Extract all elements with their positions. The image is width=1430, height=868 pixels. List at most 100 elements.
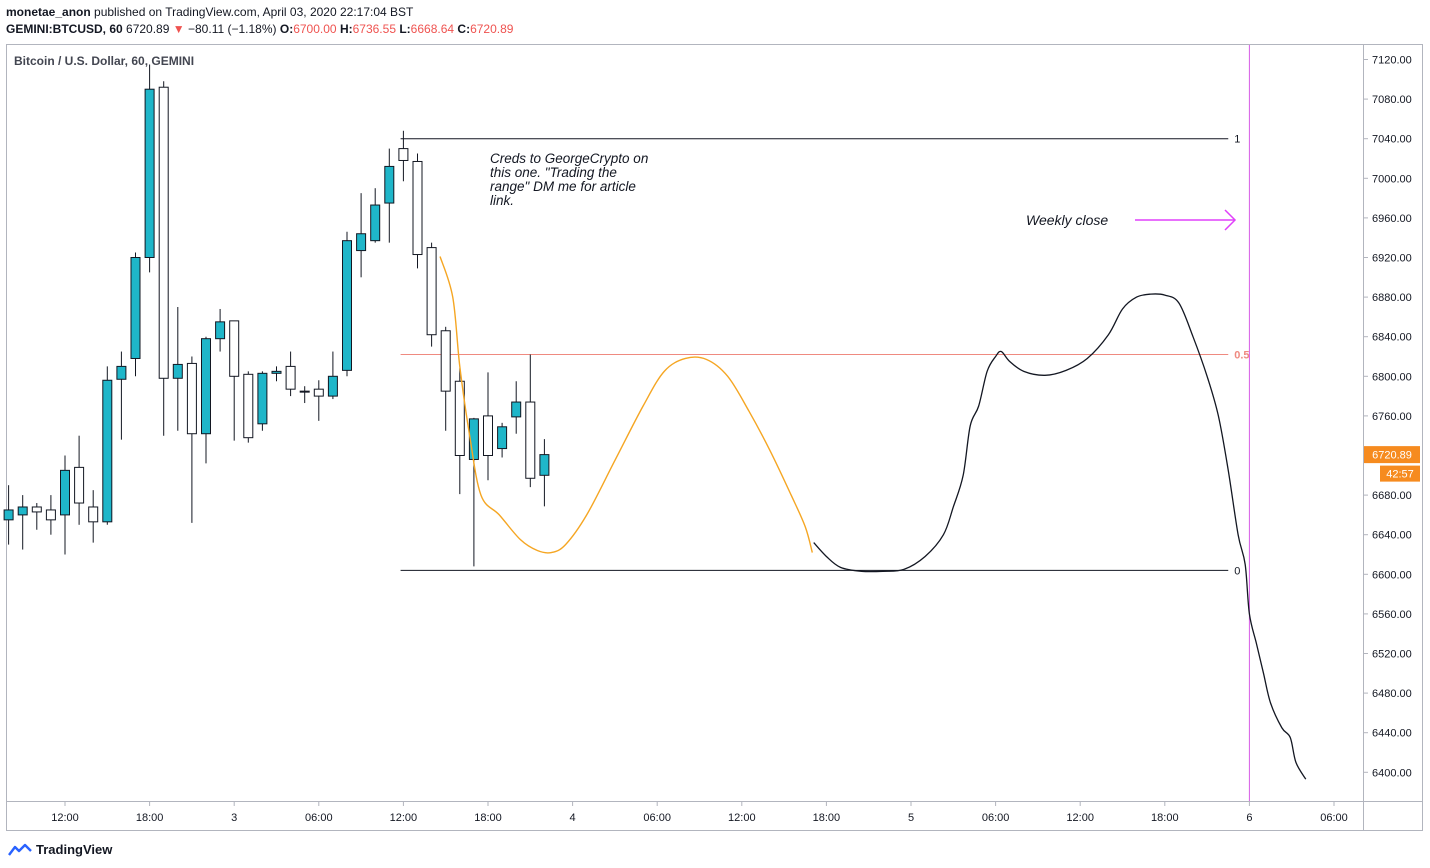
candle[interactable] [243, 371, 254, 443]
x-tick-label: 12:00 [51, 812, 79, 824]
candle-body [186, 362, 197, 435]
time-axis[interactable]: 12:00 18:00 3 06:00 12:00 18:00 4 06:00 12:00 18:… [51, 801, 1348, 824]
candle[interactable] [483, 372, 493, 481]
black-projection-path[interactable] [813, 293, 1307, 780]
candle[interactable] [299, 386, 310, 404]
candle[interactable] [88, 490, 99, 543]
fib-retracement[interactable]: 10.50 [400, 134, 1250, 578]
y-tick-label: 7120.00 [1372, 55, 1412, 67]
candle-body [130, 257, 141, 359]
fib-level-label: 0.5 [1234, 350, 1249, 362]
weekly-close-arrow[interactable] [1135, 209, 1237, 231]
tradingview-logo-icon [8, 843, 32, 856]
candle-body [342, 240, 352, 371]
candle[interactable] [370, 188, 381, 243]
candle-body [158, 86, 169, 379]
candle[interactable] [313, 380, 324, 421]
creds-line-3: range" DM me for article [490, 179, 636, 194]
y-tick-label: 6600.00 [1372, 569, 1412, 581]
candle[interactable] [539, 439, 550, 507]
x-tick-label: 4 [570, 812, 576, 824]
y-tick-label: 6960.00 [1372, 213, 1412, 225]
candle[interactable] [271, 366, 282, 382]
x-tick-label: 12:00 [390, 812, 418, 824]
candle[interactable] [356, 193, 367, 278]
x-tick-label: 5 [908, 812, 914, 824]
candle[interactable] [497, 422, 508, 458]
down-arrow-icon: ▼ [172, 22, 185, 36]
high-value: 6736.55 [352, 22, 396, 36]
candle[interactable] [31, 503, 42, 530]
candle[interactable] [17, 495, 28, 550]
price-axis[interactable]: 7120.00 7080.00 7040.00 7000.00 6960.00 6920.… [1363, 55, 1412, 780]
candle[interactable] [285, 351, 296, 397]
candle-body [3, 509, 14, 521]
y-tick-label: 6640.00 [1372, 530, 1412, 542]
candle[interactable] [201, 336, 211, 464]
candle[interactable] [144, 64, 155, 273]
candle[interactable] [412, 153, 423, 269]
author-name[interactable]: monetae_anon [6, 5, 91, 19]
candle-body [31, 506, 42, 513]
open-label: O: [279, 22, 294, 36]
candle[interactable] [74, 435, 85, 525]
candle[interactable] [257, 371, 268, 431]
candle[interactable] [229, 320, 240, 441]
candle-body [45, 509, 56, 521]
candle-body [356, 233, 367, 252]
x-tick-label: 3 [231, 812, 237, 824]
candle[interactable] [60, 455, 70, 555]
fib-level-label: 1 [1234, 134, 1240, 146]
y-tick-label: 6400.00 [1372, 767, 1412, 779]
candle-body [525, 401, 536, 479]
close-label: C: [457, 22, 471, 36]
candle[interactable] [45, 495, 56, 535]
candle[interactable] [186, 356, 197, 523]
candle-body [116, 365, 127, 380]
candle[interactable] [327, 351, 338, 400]
candle[interactable] [426, 242, 437, 347]
creds-annotation[interactable]: Creds to GeorgeCrypto on this one. "Trad… [490, 151, 652, 208]
candle-body [313, 388, 324, 397]
y-tick-label: 6920.00 [1372, 253, 1412, 265]
price-change: −80.11 (−1.18%) [188, 22, 277, 36]
candle-body [243, 373, 254, 439]
candle-body [102, 379, 113, 523]
x-tick-label: 06:00 [982, 812, 1010, 824]
orange-projection-path[interactable] [439, 256, 813, 554]
candle[interactable] [116, 351, 127, 440]
candle-body [215, 321, 226, 340]
candle[interactable] [511, 381, 522, 434]
candle[interactable] [130, 252, 141, 377]
candle[interactable] [3, 485, 14, 545]
chart-frame [6, 44, 1423, 831]
candle[interactable] [158, 81, 169, 436]
candle[interactable] [440, 326, 451, 431]
candle-body [229, 320, 240, 377]
tradingview-footer[interactable]: TradingView [8, 842, 112, 857]
candle-body [172, 363, 183, 379]
symbol-label: GEMINI:BTCUSD, 60 [6, 22, 123, 36]
candle[interactable] [102, 366, 113, 525]
candle[interactable] [342, 231, 352, 377]
candle[interactable] [172, 307, 183, 431]
candle[interactable] [398, 130, 409, 182]
fib-level-label: 0 [1234, 565, 1240, 577]
x-tick-label: 18:00 [813, 812, 841, 824]
low-value: 6668.64 [410, 22, 455, 36]
x-tick-label: 6 [1246, 812, 1252, 824]
candle-body [17, 506, 28, 516]
candle-body [88, 506, 99, 523]
low-label: L: [399, 22, 411, 36]
published-text: published on TradingView.com, April 03, … [94, 5, 414, 19]
current-price-tag: 6720.89 42:57 [1364, 446, 1420, 482]
ohlc-legend: GEMINI:BTCUSD, 60 6720.89 ▼ −80.11 (−1.1… [6, 22, 513, 36]
candle[interactable] [525, 354, 536, 488]
last-price: 6720.89 [126, 22, 170, 36]
weekly-close-label[interactable]: Weekly close [1026, 212, 1108, 228]
candle[interactable] [384, 148, 395, 243]
candle[interactable] [215, 308, 226, 352]
candle[interactable] [454, 368, 465, 495]
candle-body [271, 370, 282, 374]
